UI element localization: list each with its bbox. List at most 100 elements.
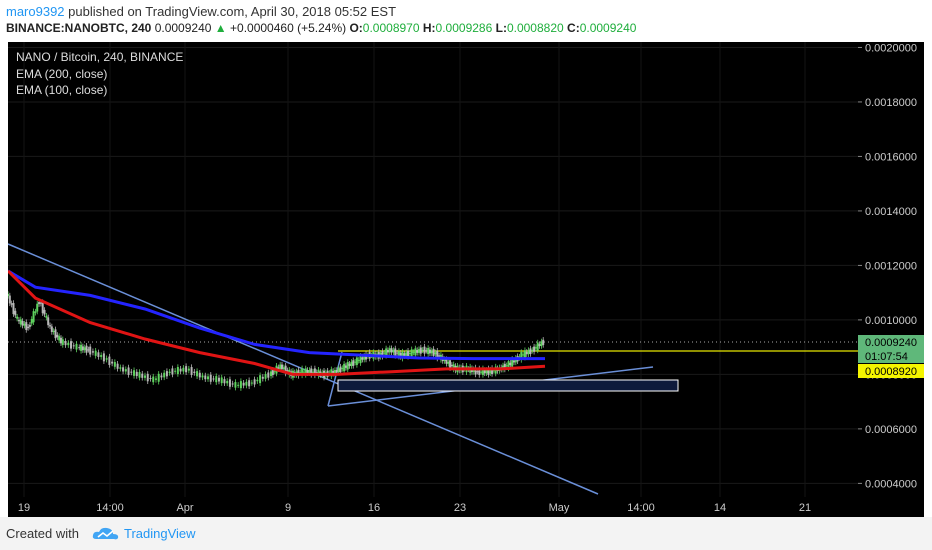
- candle-body: [421, 349, 424, 351]
- legend-ema100: EMA (100, close): [16, 83, 107, 97]
- candle-body: [220, 377, 223, 384]
- price-scale[interactable]: 0.0020000 0.0018000 0.0016000 0.0014000 0.00…: [858, 42, 924, 497]
- candle-body: [542, 339, 545, 345]
- candle-body: [27, 326, 30, 329]
- candle-body: [418, 349, 420, 353]
- candle-body: [428, 349, 431, 354]
- legend-title: NANO / Bitcoin, 240, BINANCE: [16, 50, 183, 64]
- candle-body: [28, 324, 31, 327]
- candle-body: [503, 363, 506, 370]
- price-scale-svg[interactable]: 0.0020000 0.0018000 0.0016000 0.0014000 0.00…: [858, 42, 924, 497]
- time-tick-label: 9: [285, 502, 291, 514]
- candle-body: [56, 334, 59, 338]
- candle-body: [512, 360, 515, 363]
- candle-body: [474, 367, 477, 375]
- candle-body: [397, 351, 400, 357]
- channel-edge-line[interactable]: [327, 351, 343, 407]
- support-zone-box[interactable]: [337, 379, 679, 392]
- footer: Created with TradingView: [0, 517, 932, 550]
- candle-body: [54, 329, 57, 339]
- time-tick-label: May: [549, 502, 570, 514]
- candle-body: [449, 360, 452, 369]
- candle-body: [438, 355, 441, 357]
- candle-body: [245, 381, 248, 386]
- candle-body: [119, 367, 122, 369]
- candle-body: [135, 371, 138, 377]
- candle-body: [215, 376, 218, 383]
- candle-body: [111, 361, 114, 364]
- candle-body: [67, 342, 70, 346]
- candle-body: [163, 372, 166, 378]
- candle-body: [14, 310, 17, 316]
- candle-body: [231, 383, 234, 385]
- price-tick-label: 0.0020000: [865, 42, 917, 54]
- candle-body: [196, 371, 199, 377]
- candle-body: [410, 349, 413, 357]
- candle-body: [529, 348, 532, 355]
- time-axis[interactable]: 19 14:00 Apr 9 16 23 May 14:00 14 21: [8, 497, 924, 517]
- candle-body: [267, 372, 270, 378]
- chart-svg[interactable]: NANO / Bitcoin, 240, BINANCE EMA (200, c…: [8, 42, 858, 497]
- candle-body: [242, 382, 245, 386]
- published-text: published on TradingView.com, April 30, …: [68, 4, 397, 19]
- candle-body: [212, 378, 215, 380]
- candle-body: [363, 355, 366, 360]
- candle-body: [401, 351, 404, 359]
- time-tick-label: 21: [799, 502, 811, 514]
- candle-body: [16, 316, 19, 319]
- candle-body: [250, 382, 253, 384]
- candle-body: [223, 379, 226, 384]
- candle-body: [39, 302, 42, 304]
- candle-body: [72, 345, 75, 347]
- candle-body: [30, 318, 33, 324]
- candle-body: [124, 369, 127, 372]
- candle-body: [226, 380, 229, 384]
- chart-plot-area[interactable]: NANO / Bitcoin, 240, BINANCE EMA (200, c…: [8, 42, 858, 497]
- candle-body: [388, 348, 391, 353]
- candle-body: [447, 361, 450, 364]
- ema100-line: [8, 269, 546, 376]
- candle-body: [412, 352, 415, 354]
- candle-body: [531, 349, 534, 351]
- candle-body: [157, 373, 160, 382]
- candle-body: [491, 367, 494, 375]
- price-tick-label: 0.0014000: [865, 206, 917, 218]
- low-label: L:: [495, 21, 507, 35]
- candle-body: [198, 372, 201, 378]
- candle-body: [234, 382, 237, 388]
- time-axis-svg[interactable]: 19 14:00 Apr 9 16 23 May 14:00 14 21: [8, 497, 924, 517]
- candle-body: [87, 349, 90, 351]
- candle-body: [312, 371, 315, 373]
- candle-body: [306, 370, 309, 374]
- price-tick-label: 0.0006000: [865, 424, 917, 436]
- candle-body: [452, 364, 455, 370]
- candle-body: [480, 371, 483, 373]
- candle-body: [273, 370, 276, 372]
- time-tick-label: 16: [368, 502, 380, 514]
- candle-body: [425, 350, 428, 352]
- high-label: H:: [422, 21, 436, 35]
- candle-body: [23, 323, 26, 326]
- candle-body: [527, 350, 530, 355]
- price-tag-label: 0.0008920: [865, 366, 917, 378]
- candle-body: [228, 379, 231, 387]
- candle-body: [343, 363, 346, 372]
- candle-body: [297, 369, 300, 376]
- ema200-line: [8, 269, 545, 361]
- candle-body: [239, 381, 242, 389]
- candle-body: [536, 342, 539, 351]
- candle-body: [144, 375, 146, 378]
- author-link[interactable]: maro9392: [6, 4, 65, 19]
- tradingview-brand[interactable]: TradingView: [124, 526, 196, 541]
- price-tag: [858, 364, 924, 378]
- candle-body: [405, 352, 408, 357]
- candle-body: [75, 343, 78, 350]
- candle-body: [511, 358, 514, 367]
- candle-body: [193, 371, 196, 374]
- candle-body: [122, 367, 125, 372]
- candle-body: [168, 371, 171, 374]
- created-with-text: Created with: [6, 526, 79, 541]
- candle-body: [146, 373, 149, 382]
- candle-body: [487, 368, 490, 375]
- candle-body: [403, 353, 406, 357]
